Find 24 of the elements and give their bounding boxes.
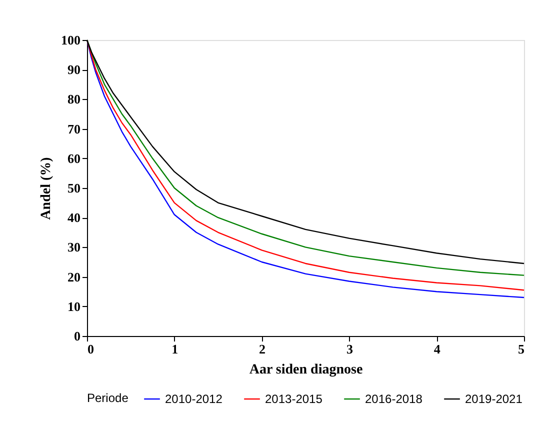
- y-tick-label: 80: [68, 92, 80, 107]
- y-tick-label: 70: [68, 121, 80, 136]
- x-tick-label: 0: [88, 342, 94, 356]
- legend-title: Periode: [87, 391, 129, 405]
- x-tick-label: 1: [172, 342, 178, 356]
- y-axis-title: Andel (%): [39, 156, 54, 220]
- legend-label: 2019-2021: [465, 392, 523, 406]
- y-tick-label: 0: [74, 328, 80, 344]
- y-tick-label: 50: [68, 180, 80, 196]
- legend-label: 2016-2018: [365, 392, 423, 406]
- y-tick-label: 40: [68, 210, 80, 226]
- x-tick-label: 5: [518, 342, 525, 356]
- x-axis-title: Aar siden diagnose: [249, 362, 363, 378]
- y-tick-label: 20: [68, 269, 80, 284]
- y-tick-label: 10: [68, 298, 80, 314]
- legend-label: 2010-2012: [165, 392, 223, 406]
- y-tick-label: 30: [68, 240, 80, 255]
- y-tick-label: 100: [61, 32, 80, 48]
- x-tick-label: 4: [434, 342, 441, 356]
- y-tick-label: 60: [68, 150, 80, 166]
- y-tick-label: 90: [68, 62, 80, 78]
- x-tick-label: 2: [259, 342, 266, 356]
- x-tick-label: 3: [346, 342, 354, 356]
- legend-label: 2013-2015: [265, 392, 323, 406]
